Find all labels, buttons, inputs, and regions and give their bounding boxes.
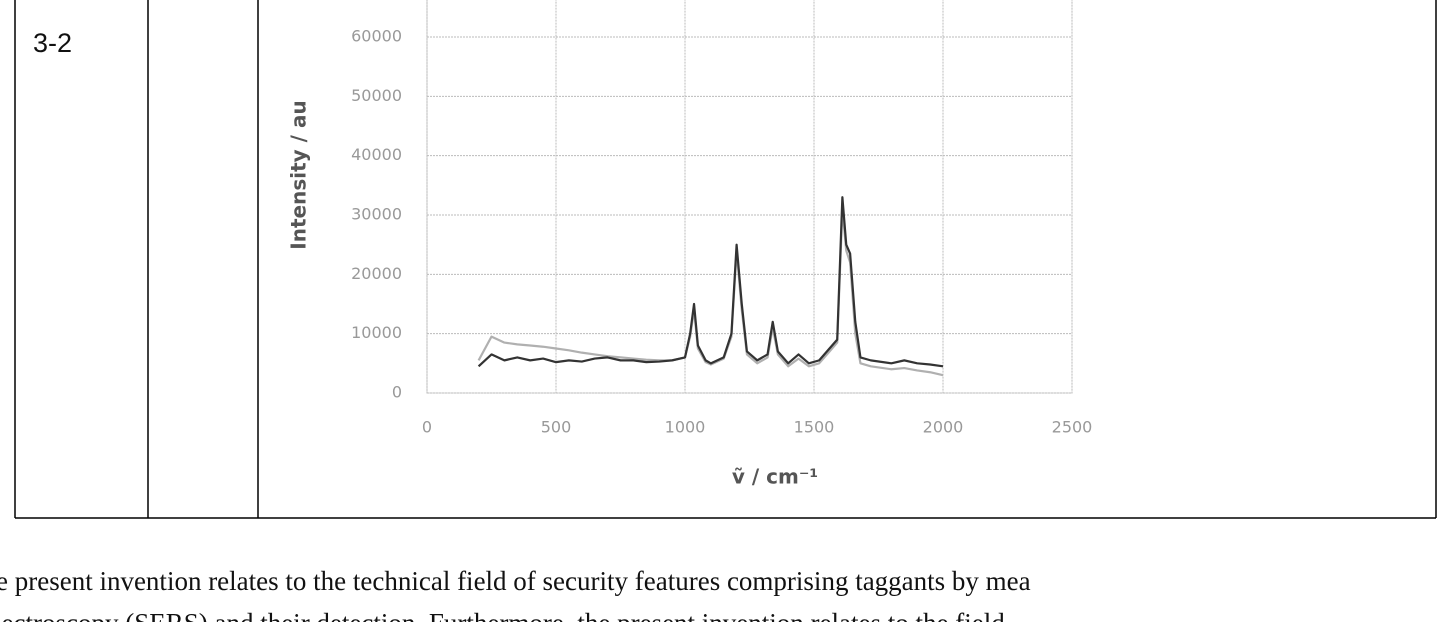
x-tick-label: 500 bbox=[541, 418, 572, 437]
y-tick-label: 0 bbox=[392, 383, 402, 402]
y-tick-label: 50000 bbox=[351, 86, 402, 105]
paragraph-line: e present invention relates to the techn… bbox=[0, 566, 1031, 596]
x-tick-label: 1000 bbox=[665, 418, 706, 437]
y-tick-label: 30000 bbox=[351, 205, 402, 224]
table-cell: 3-2 bbox=[33, 28, 72, 58]
y-tick-label: 20000 bbox=[351, 264, 402, 283]
x-tick-label: 2500 bbox=[1052, 418, 1093, 437]
table: 3-2 bbox=[15, 0, 1436, 518]
paragraph-line: pectroscopy (SERS) and their detection. … bbox=[0, 608, 1005, 622]
data-line bbox=[479, 197, 943, 366]
y-tick-label: 40000 bbox=[351, 145, 402, 164]
data-line bbox=[479, 209, 943, 375]
chart: 0 10000 20000 30000 40000 50000 60000 0 500 1000 1… bbox=[351, 0, 1092, 436]
x-tick-label: 0 bbox=[422, 418, 432, 437]
y-tick-label: 10000 bbox=[351, 323, 402, 342]
y-axis-label: Intensity / au bbox=[287, 100, 311, 249]
x-axis-label: ṽ / cm⁻¹ bbox=[732, 465, 818, 489]
y-tick-label: 60000 bbox=[351, 27, 402, 46]
x-tick-label: 2000 bbox=[923, 418, 964, 437]
x-tick-label: 1500 bbox=[794, 418, 835, 437]
